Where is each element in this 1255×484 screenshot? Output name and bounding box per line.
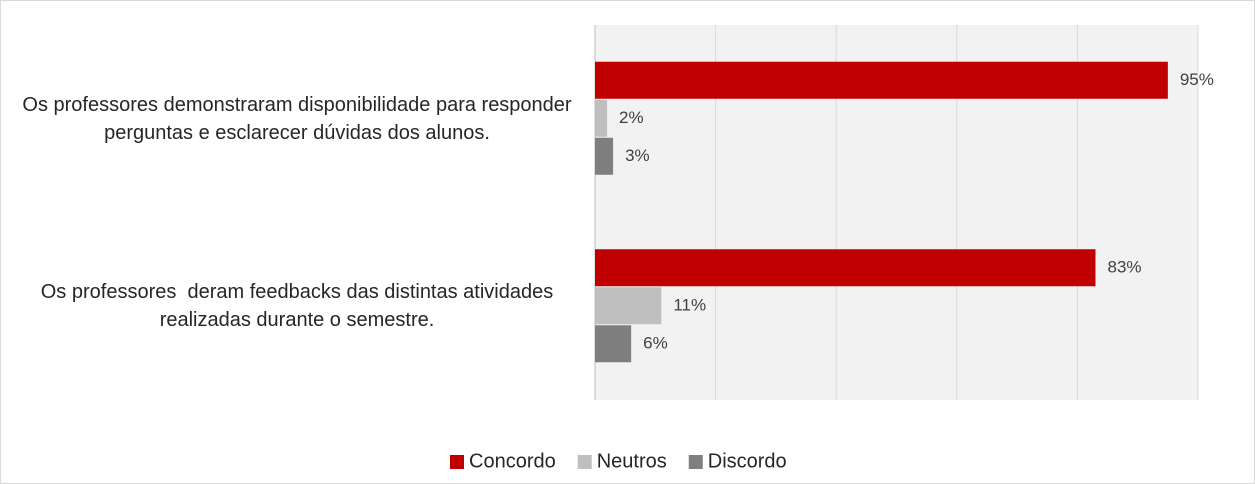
legend-swatch xyxy=(577,455,592,469)
legend-swatch xyxy=(450,455,464,469)
category-label: Os professores demonstraram disponibilid… xyxy=(22,93,578,144)
data-label: 11% xyxy=(673,296,706,315)
category-label: Os professores deram feedbacks das disti… xyxy=(40,281,559,332)
data-label: 95% xyxy=(1180,70,1214,89)
legend-swatch xyxy=(688,455,703,469)
bar xyxy=(595,99,608,137)
bar xyxy=(595,249,1096,287)
data-label: 3% xyxy=(625,146,650,165)
legend-label: Concordo xyxy=(469,450,556,472)
legend-label: Discordo xyxy=(708,450,787,472)
bar xyxy=(595,137,614,175)
bar xyxy=(595,287,662,325)
data-label: 6% xyxy=(643,334,668,353)
legend-label: Neutros xyxy=(597,450,667,472)
data-label: 83% xyxy=(1107,258,1141,277)
data-label: 2% xyxy=(619,108,644,127)
bar xyxy=(595,325,632,363)
bar xyxy=(595,61,1168,99)
